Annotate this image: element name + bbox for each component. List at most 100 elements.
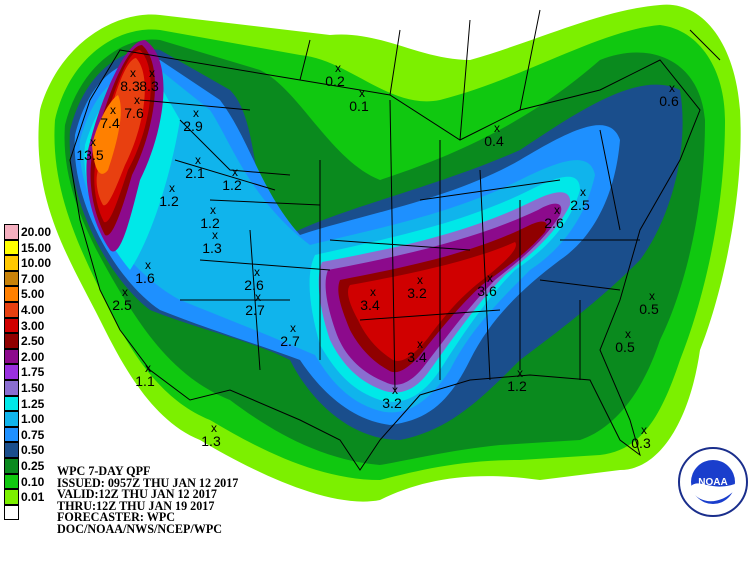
legend-label: 20.00 (21, 225, 52, 239)
point-value: 3.2 (382, 395, 402, 411)
legend-label: 4.00 (21, 302, 45, 317)
info-issued: ISSUED: 0957Z THU JAN 12 2017 (57, 475, 239, 490)
point-marker-icon: x (649, 289, 655, 303)
point-marker-icon: x (134, 93, 140, 107)
legend-swatch (4, 411, 19, 427)
point-marker-icon: x (232, 165, 238, 179)
info-thru: THRU:12Z THU JAN 19 2017 (57, 498, 215, 513)
point-value: 2.6 (544, 215, 564, 231)
legend-label: 5.00 (21, 287, 45, 302)
point-value: 0.3 (631, 435, 651, 451)
point-value: 1.2 (507, 378, 527, 394)
legend-label: 10.00 (21, 256, 52, 271)
point-marker-icon: x (580, 185, 586, 199)
legend-label: 2.50 (21, 334, 45, 349)
legend-label: 15.00 (21, 240, 52, 255)
point-value: 2.7 (245, 302, 265, 318)
point-value: 8.3 (120, 78, 140, 94)
point-value: 1.3 (202, 240, 222, 256)
legend-swatch (4, 379, 19, 396)
precip-shading (38, 4, 741, 502)
point-marker-icon: x (290, 321, 296, 335)
legend-swatch (4, 348, 19, 365)
point-value: 0.5 (639, 301, 659, 317)
legend-swatch (4, 504, 19, 521)
legend-swatch (4, 270, 19, 287)
point-value: 0.1 (349, 98, 369, 114)
legend-label: 0.01 (21, 490, 45, 505)
legend-swatch (4, 473, 19, 490)
point-value: 2.6 (244, 277, 264, 293)
point-value: 13.5 (76, 147, 103, 163)
point-marker-icon: x (669, 81, 675, 95)
point-marker-icon: x (169, 181, 175, 195)
point-value: 3.4 (360, 297, 380, 313)
point-value: 1.2 (159, 193, 179, 209)
point-marker-icon: x (145, 258, 151, 272)
point-marker-icon: x (130, 66, 136, 80)
info-forecaster: FORECASTER: WPC (57, 510, 176, 524)
legend-label: 1.50 (21, 380, 45, 395)
legend-swatch (4, 301, 19, 318)
legend-swatch (4, 489, 19, 505)
point-marker-icon: x (195, 153, 201, 167)
point-value: 1.6 (135, 270, 155, 286)
legend-swatch (4, 286, 19, 302)
point-value: 1.3 (201, 433, 221, 449)
point-value: 3.2 (407, 285, 427, 301)
point-value: 0.6 (659, 93, 679, 109)
point-value: 1.2 (200, 215, 220, 231)
legend-label: 1.00 (21, 412, 45, 427)
point-marker-icon: x (122, 285, 128, 299)
forecast-points: x0.2x0.1x0.6x0.4x8.3x8.3x7.6x7.4x13.5x2.… (76, 61, 679, 451)
legend-swatch (4, 364, 19, 380)
point-marker-icon: x (487, 271, 493, 285)
info-valid: VALID:12Z THU JAN 12 2017 (57, 487, 217, 501)
point-value: 3.4 (407, 349, 427, 365)
legend-label: 1.25 (21, 396, 45, 411)
point-marker-icon: x (392, 383, 398, 397)
point-value: 1.2 (222, 177, 242, 193)
point-marker-icon: x (335, 61, 341, 75)
point-value: 2.5 (112, 297, 132, 313)
legend-label: 0.10 (21, 474, 45, 489)
point-value: 8.3 (139, 78, 159, 94)
legend-label: 0.75 (21, 427, 45, 442)
legend-swatch (4, 255, 19, 271)
point-value: 3.6 (477, 283, 497, 299)
point-marker-icon: x (212, 228, 218, 242)
point-marker-icon: x (210, 203, 216, 217)
legend-swatch (4, 317, 19, 334)
point-marker-icon: x (554, 203, 560, 217)
product-info: WPC 7-DAY QPF ISSUED: 0957Z THU JAN 12 2… (57, 465, 239, 535)
zone-3.00 (94, 50, 516, 361)
point-value: 1.1 (135, 373, 155, 389)
legend-swatch (4, 224, 19, 240)
legend-label: 2.00 (21, 349, 45, 364)
legend-swatch (4, 442, 19, 458)
legend-swatch (4, 333, 19, 349)
legend-swatch (4, 426, 19, 443)
point-value: 2.7 (280, 333, 300, 349)
point-value: 7.6 (124, 105, 144, 121)
point-value: 7.4 (100, 115, 120, 131)
point-marker-icon: x (625, 327, 631, 341)
legend-label: 1.75 (21, 365, 45, 380)
point-marker-icon: x (90, 135, 96, 149)
point-value: 0.5 (615, 339, 635, 355)
point-marker-icon: x (417, 273, 423, 287)
point-marker-icon: x (641, 423, 647, 437)
point-value: 0.4 (484, 133, 504, 149)
point-value: 2.5 (570, 197, 590, 213)
point-marker-icon: x (149, 66, 155, 80)
zone-4.00 (96, 58, 145, 206)
us-outline (69, 49, 701, 471)
state-lines (139, 9, 721, 391)
point-marker-icon: x (494, 121, 500, 135)
zone-5.00 (92, 95, 121, 174)
point-marker-icon: x (255, 290, 261, 304)
legend-swatch (4, 239, 19, 256)
point-marker-icon: x (211, 421, 217, 435)
point-value: 2.9 (183, 118, 203, 134)
